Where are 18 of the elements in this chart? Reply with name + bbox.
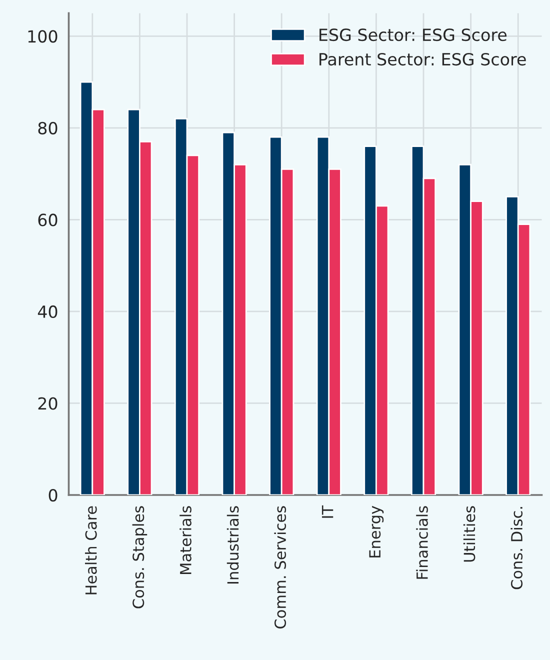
x-tick-label: Utilities (463, 506, 476, 562)
x-tick-label: Comm. Services (274, 506, 286, 628)
legend-label: ESG Sector: ESG Score (320, 28, 507, 42)
x-tick-label: Energy (369, 506, 384, 558)
x-tick-label: IT (322, 505, 334, 518)
y-tick-label: 0 (48, 488, 58, 502)
x-tick-label: Industrials (226, 506, 239, 584)
y-tick-label: 60 (38, 214, 58, 226)
legend-label: Parent Sector: ESG Score (320, 52, 526, 66)
x-tick-label: Materials (180, 506, 192, 574)
y-tick-label: 20 (38, 397, 58, 410)
x-tick-label: Financials (416, 506, 428, 579)
y-tick-label: 100 (28, 30, 58, 43)
x-tick-label: Cons. Disc. (510, 507, 523, 590)
y-tick-label: 80 (38, 122, 58, 134)
x-tick-label: Cons. Staples (132, 506, 148, 608)
x-tick-label: Health Care (85, 506, 97, 594)
y-tick-label: 40 (38, 305, 58, 318)
